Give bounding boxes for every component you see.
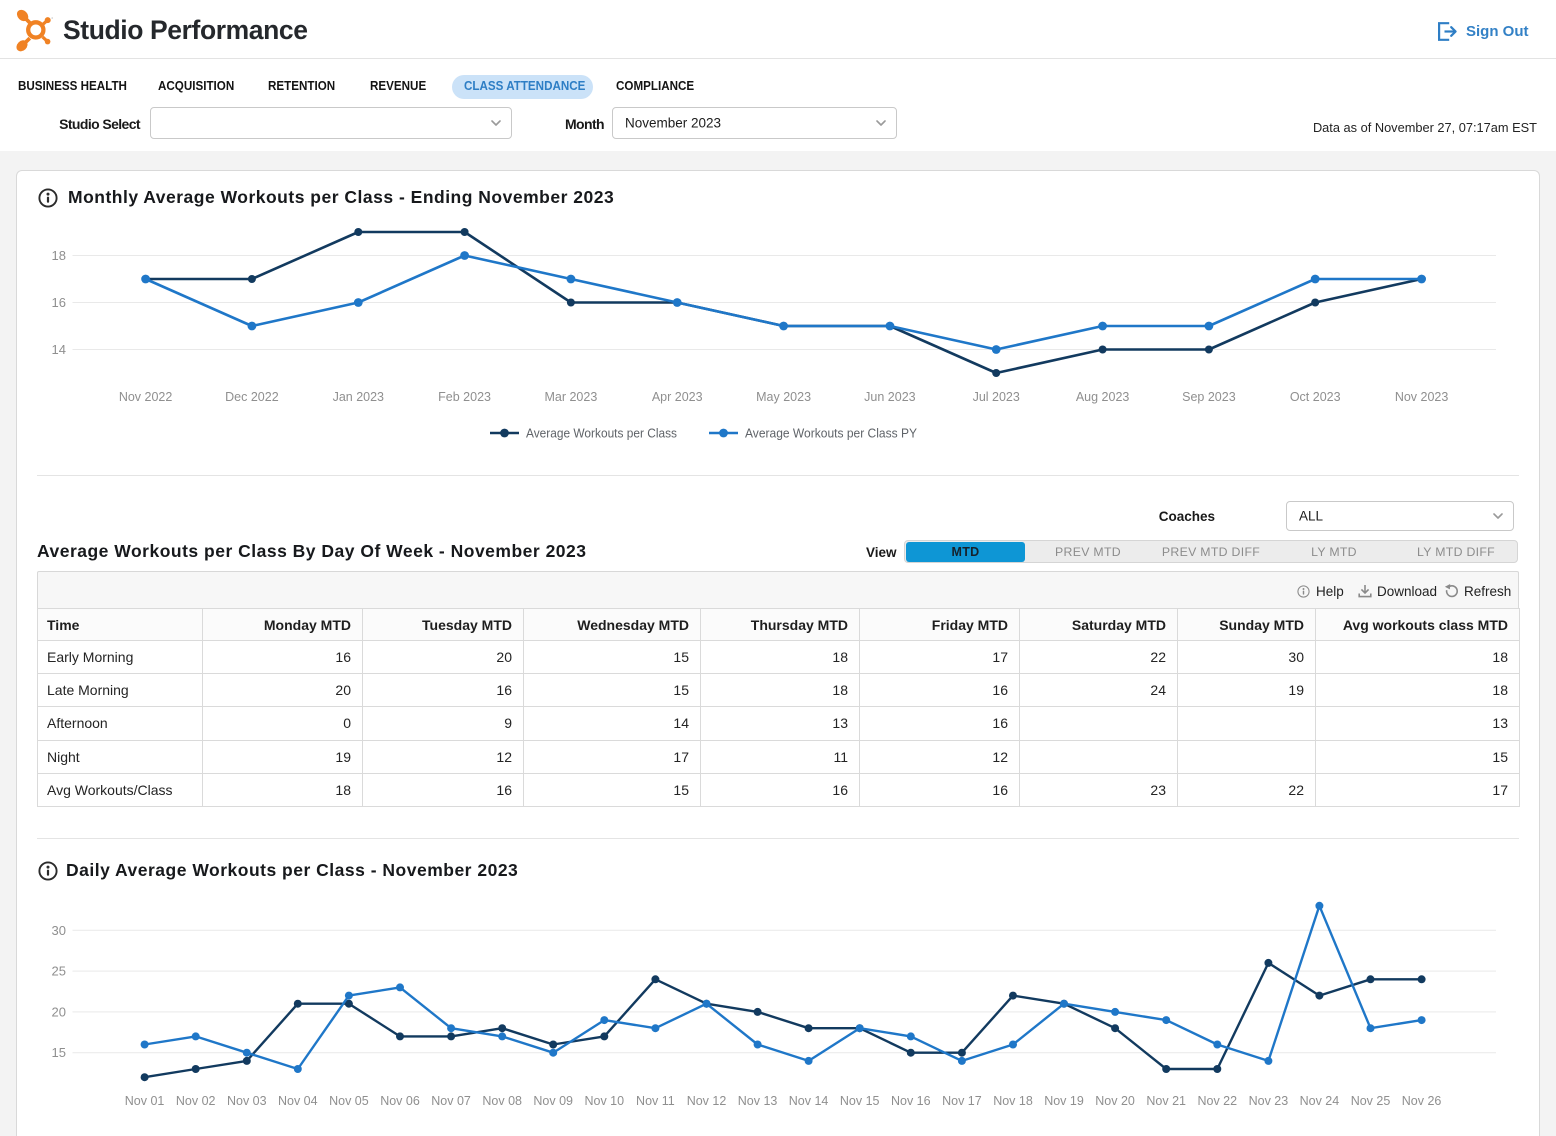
svg-text:Nov 23: Nov 23 xyxy=(1249,1094,1289,1108)
svg-text:Nov 2022: Nov 2022 xyxy=(119,390,173,404)
svg-text:20: 20 xyxy=(52,1004,66,1019)
svg-text:15: 15 xyxy=(52,1045,66,1060)
svg-text:Feb 2023: Feb 2023 xyxy=(438,390,491,404)
svg-text:Nov 24: Nov 24 xyxy=(1300,1094,1340,1108)
svg-text:Nov 11: Nov 11 xyxy=(636,1094,675,1108)
svg-text:Average Workouts per Class: Average Workouts per Class xyxy=(526,426,677,441)
svg-text:Nov 09: Nov 09 xyxy=(533,1094,573,1108)
svg-text:18: 18 xyxy=(52,248,66,263)
svg-text:Jul 2023: Jul 2023 xyxy=(973,390,1020,404)
svg-text:Nov 02: Nov 02 xyxy=(176,1094,216,1108)
svg-text:Nov 12: Nov 12 xyxy=(687,1094,727,1108)
svg-text:Oct 2023: Oct 2023 xyxy=(1290,390,1341,404)
svg-text:Aug 2023: Aug 2023 xyxy=(1076,390,1130,404)
svg-text:Average Workouts per Class PY: Average Workouts per Class PY xyxy=(745,426,917,441)
svg-text:Nov 18: Nov 18 xyxy=(993,1094,1033,1108)
svg-text:Nov 16: Nov 16 xyxy=(891,1094,931,1108)
svg-text:Nov 25: Nov 25 xyxy=(1351,1094,1391,1108)
svg-text:Apr 2023: Apr 2023 xyxy=(652,390,703,404)
svg-text:Nov 17: Nov 17 xyxy=(942,1094,982,1108)
svg-text:30: 30 xyxy=(52,923,66,938)
svg-text:Nov 08: Nov 08 xyxy=(482,1094,522,1108)
svg-text:Nov 03: Nov 03 xyxy=(227,1094,267,1108)
svg-text:Nov 15: Nov 15 xyxy=(840,1094,880,1108)
svg-text:Nov 21: Nov 21 xyxy=(1146,1094,1186,1108)
svg-text:Jan 2023: Jan 2023 xyxy=(333,390,384,404)
svg-text:16: 16 xyxy=(52,295,66,310)
svg-text:25: 25 xyxy=(52,964,66,979)
svg-text:Nov 14: Nov 14 xyxy=(789,1094,829,1108)
svg-text:Nov 13: Nov 13 xyxy=(738,1094,778,1108)
svg-text:Jun 2023: Jun 2023 xyxy=(864,390,915,404)
svg-text:Mar 2023: Mar 2023 xyxy=(544,390,597,404)
svg-text:Nov 01: Nov 01 xyxy=(125,1094,165,1108)
svg-text:Nov 07: Nov 07 xyxy=(431,1094,471,1108)
svg-text:14: 14 xyxy=(52,342,66,357)
svg-text:Dec 2022: Dec 2022 xyxy=(225,390,279,404)
svg-text:Nov 19: Nov 19 xyxy=(1044,1094,1084,1108)
svg-text:Nov 05: Nov 05 xyxy=(329,1094,369,1108)
svg-text:Nov 2023: Nov 2023 xyxy=(1395,390,1449,404)
svg-text:Nov 06: Nov 06 xyxy=(380,1094,420,1108)
svg-text:Nov 26: Nov 26 xyxy=(1402,1094,1442,1108)
svg-text:May 2023: May 2023 xyxy=(756,390,811,404)
svg-text:Nov 10: Nov 10 xyxy=(584,1094,624,1108)
svg-text:Nov 22: Nov 22 xyxy=(1197,1094,1237,1108)
svg-text:Nov 20: Nov 20 xyxy=(1095,1094,1135,1108)
svg-text:Nov 04: Nov 04 xyxy=(278,1094,318,1108)
svg-text:Sep 2023: Sep 2023 xyxy=(1182,390,1236,404)
